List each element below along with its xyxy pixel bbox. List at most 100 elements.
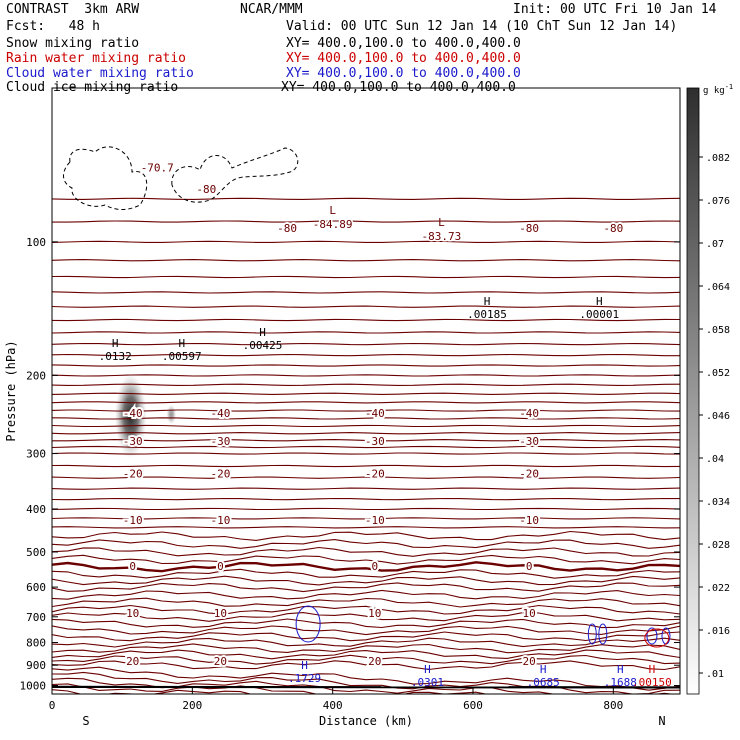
colorbar-tick-label: .052 — [706, 368, 730, 379]
temperature-low-marker: L — [438, 216, 445, 229]
temperature-contour-line — [52, 409, 680, 412]
colorbar-unit: g kg-1 — [703, 83, 733, 96]
temperature-contour-label: -30 — [210, 435, 230, 448]
field-label-cloud-water: Cloud water mixing ratio — [6, 66, 194, 81]
forecast-hour: Fcst: 48 h — [6, 19, 100, 34]
cloud-ice-max-marker: H — [178, 337, 185, 350]
temperature-contour-line — [52, 643, 680, 654]
cloud-ice-contour — [63, 146, 299, 210]
temperature-contour-line — [52, 530, 680, 541]
cloud-ice-max-marker: H — [259, 326, 266, 339]
colorbar-tick-label: .07 — [706, 239, 724, 250]
colorbar-unit-exp: -1 — [725, 83, 733, 91]
temperature-contour-label: -20 — [519, 468, 539, 481]
x-end-label-north: N — [658, 714, 665, 728]
cloud-ice-max-value: .00185 — [467, 308, 507, 321]
temperature-contour-line — [52, 568, 680, 579]
snow-shading-core — [114, 373, 147, 458]
init-time: Init: 00 UTC Fri 10 Jan 14 — [513, 2, 717, 17]
colorbar-tick-label: .046 — [706, 411, 730, 422]
temperature-contour-label: -10 — [519, 514, 539, 527]
x-end-label-south: S — [82, 714, 89, 728]
temperature-contour-line — [52, 625, 680, 636]
temperature-contour-label: -40 — [365, 407, 385, 420]
y-tick-label: 500 — [26, 546, 46, 559]
temperature-contour-line — [52, 383, 680, 386]
temperature-contour-line — [52, 417, 680, 420]
rain-water-contour — [644, 628, 670, 648]
colorbar-tick-label: .034 — [706, 497, 730, 508]
cloud-ice-max-value: .00425 — [243, 339, 283, 352]
temperature-contour-label: 0 — [129, 560, 136, 573]
temperature-contour-line — [52, 517, 680, 520]
y-tick-label: 900 — [26, 659, 46, 672]
temperature-contour-label: -80 — [519, 222, 539, 235]
temperature-contour-line — [52, 649, 680, 660]
temperature-contour-line — [52, 637, 680, 648]
cloud-ice-max-marker: H — [484, 295, 491, 308]
temperature-contour-line — [52, 654, 680, 665]
temperature-contour-line — [52, 671, 680, 694]
temperature-contour-line — [52, 526, 680, 529]
temperature-contour-line — [52, 597, 680, 608]
y-tick-label: 600 — [26, 581, 46, 594]
colorbar-ramp — [686, 87, 700, 695]
temperature-contour-label: 10 — [214, 607, 227, 620]
temperature-contour-label: 20 — [523, 655, 536, 668]
temperature-contour-line — [52, 660, 680, 671]
colorbar-tick-label: .082 — [706, 153, 730, 164]
temperature-contour-label: -80 — [277, 222, 297, 235]
colorbar-tick-label: .016 — [706, 626, 730, 637]
temperature-contour-line — [52, 439, 680, 442]
temperature-contour-line — [52, 318, 680, 322]
temperature-contour-line — [52, 631, 680, 642]
field-xy-snow: XY= 400.0,100.0 to 400.0,400.0 — [286, 36, 521, 51]
cloud-ice-max-marker: H — [596, 295, 603, 308]
temperature-contour-line — [52, 445, 680, 449]
temperature-contour-line — [52, 342, 680, 346]
temperature-contour-line — [52, 575, 680, 586]
temperature-contour-line — [52, 331, 680, 334]
cloud-ice-max-value: .00001 — [579, 308, 619, 321]
x-tick-label: 800 — [603, 699, 623, 712]
cloud-ice-max-marker: H — [112, 337, 119, 350]
temperature-low-value: -83.73 — [422, 230, 462, 243]
temperature-contour-line — [52, 353, 680, 357]
colorbar-tick-label: .028 — [706, 540, 730, 551]
temperature-contour-label: 10 — [523, 607, 536, 620]
temperature-contour-line — [52, 554, 680, 565]
temperature-contour-line — [52, 401, 680, 404]
cloud-water-max-value: .0301 — [411, 676, 444, 689]
snow-shading-secondary — [166, 404, 177, 425]
org-label: NCAR/MMM — [240, 2, 303, 17]
temperature-contour-label: -10 — [123, 514, 143, 527]
temperature-contour-label: -30 — [519, 435, 539, 448]
temperature-contour-label: -40 — [519, 407, 539, 420]
temperature-contour-line — [52, 364, 680, 367]
cloud-water-contour — [598, 623, 608, 645]
temperature-contour-line — [52, 497, 680, 501]
model-title: CONTRAST 3km ARW — [6, 2, 140, 17]
temperature-contour-label: -10 — [210, 514, 230, 527]
temperature-contour-line — [52, 589, 680, 600]
temperature-contour-line — [52, 464, 680, 468]
colorbar-tick-label: .064 — [706, 282, 730, 293]
temperature-contour-line — [52, 604, 680, 615]
cloud-water-contour — [295, 605, 321, 643]
y-tick-label: 400 — [26, 503, 46, 516]
colorbar-tick-label: .04 — [706, 454, 724, 465]
field-label-rain: Rain water mixing ratio — [6, 51, 187, 66]
temperature-contour-line — [52, 666, 680, 691]
cloud-water-max-marker: H — [424, 663, 431, 676]
temperature-contour-label: -40 — [210, 407, 230, 420]
temperature-contour-line — [52, 424, 680, 428]
field-label-snow: Snow mixing ratio — [6, 36, 140, 51]
temperature-contour-line — [52, 476, 680, 479]
y-tick-label: 700 — [26, 611, 46, 624]
temperature-contour-label: -10 — [365, 514, 385, 527]
x-tick-label: 600 — [463, 699, 483, 712]
temperature-contour-line — [52, 305, 680, 308]
temperature-contour-line — [52, 392, 680, 395]
temperature-contour-line — [52, 507, 680, 511]
